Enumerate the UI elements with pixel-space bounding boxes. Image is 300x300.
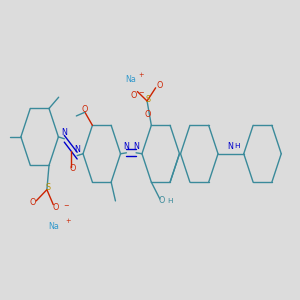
Text: N: N xyxy=(74,145,80,154)
Text: H: H xyxy=(234,143,239,149)
Text: O: O xyxy=(156,80,163,89)
Text: −: − xyxy=(63,202,68,208)
Text: N: N xyxy=(227,142,233,151)
Text: N: N xyxy=(124,142,129,151)
Text: O: O xyxy=(145,110,151,118)
Text: −: − xyxy=(138,89,143,95)
Text: N: N xyxy=(61,128,67,137)
Text: O: O xyxy=(130,91,137,100)
Text: +: + xyxy=(65,218,70,224)
Text: O: O xyxy=(29,198,36,207)
Text: S: S xyxy=(146,94,151,103)
Text: O: O xyxy=(81,105,88,114)
Text: Na: Na xyxy=(125,75,136,84)
Text: O: O xyxy=(70,164,76,173)
Text: O: O xyxy=(52,203,58,212)
Text: H: H xyxy=(167,198,173,204)
Text: O: O xyxy=(159,196,165,206)
Text: +: + xyxy=(138,72,144,78)
Text: N: N xyxy=(133,142,139,151)
Text: S: S xyxy=(45,183,50,192)
Text: Na: Na xyxy=(48,222,59,231)
